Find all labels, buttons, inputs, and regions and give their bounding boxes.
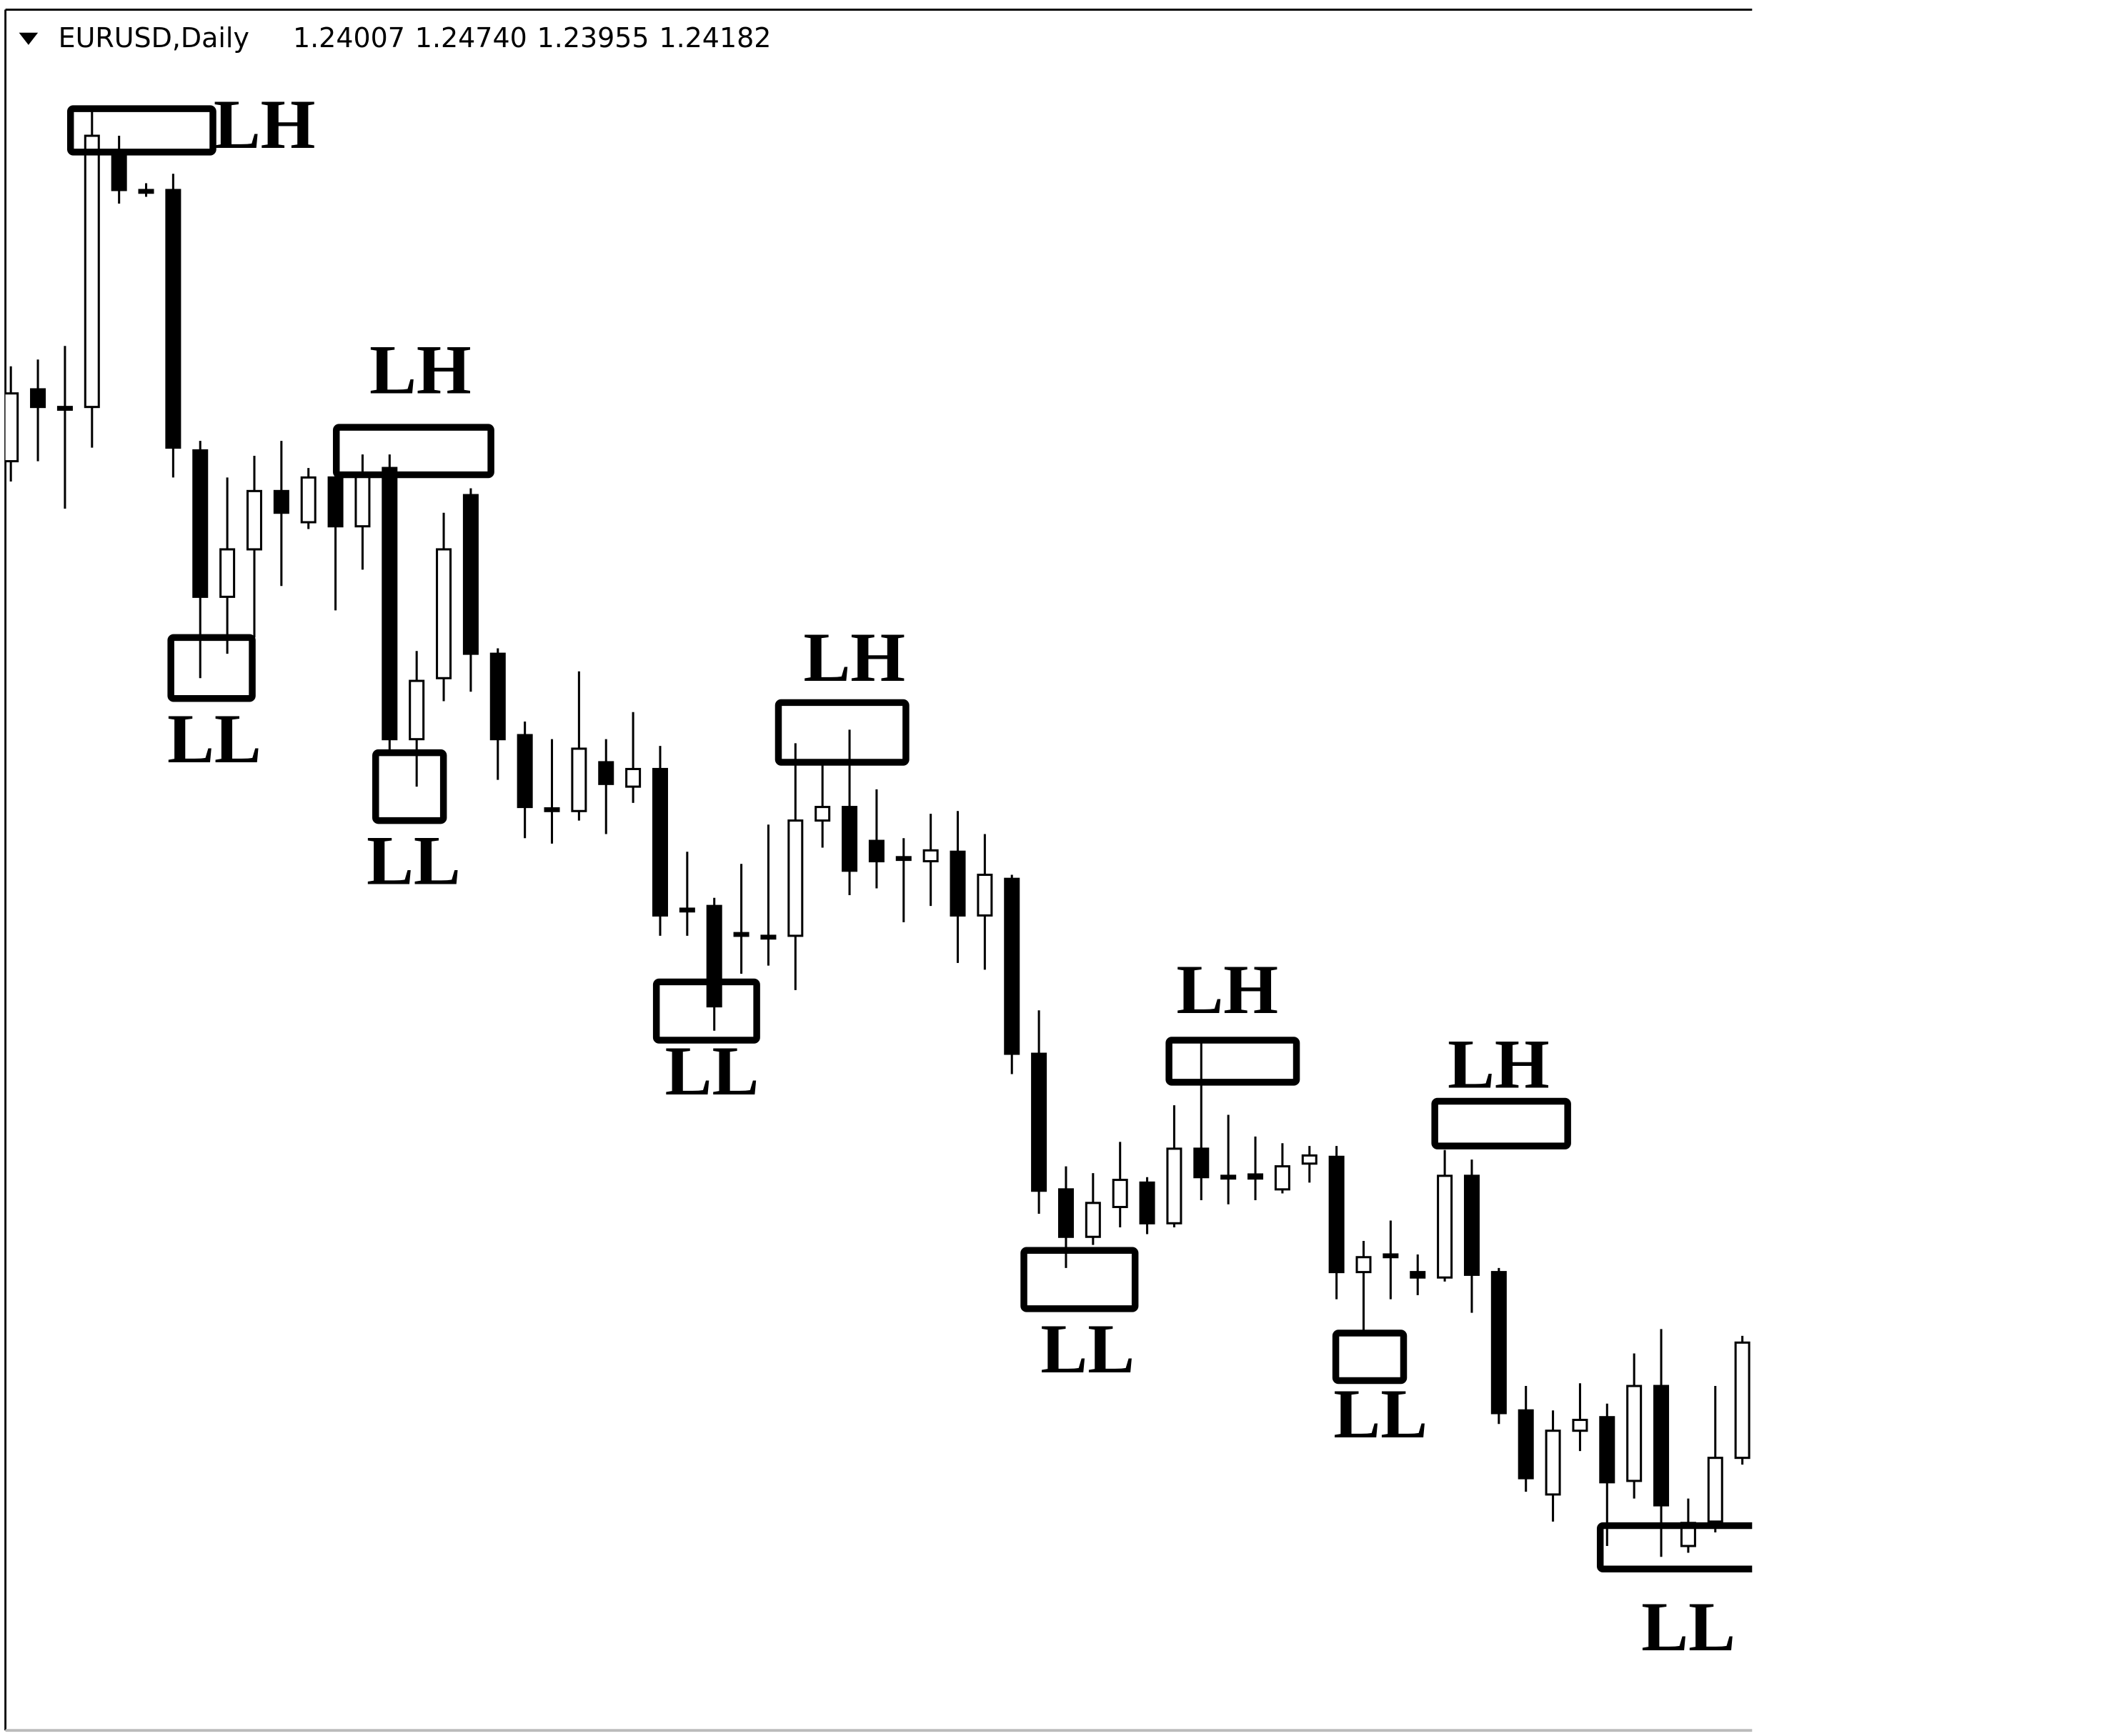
candle-body [1383, 1253, 1399, 1259]
annotation-box [167, 634, 256, 702]
candle-body [733, 932, 749, 937]
candle-body [868, 839, 885, 863]
annotation-label: LH [803, 619, 905, 697]
candle-body [111, 151, 127, 191]
annotation-label: LL [1641, 1588, 1735, 1666]
candle-body [138, 189, 154, 194]
candle-body [246, 489, 262, 551]
quote-values: 1.24007 1.24740 1.23955 1.24182 [293, 22, 771, 54]
candle-body [1220, 1174, 1237, 1180]
candle-body [977, 873, 993, 917]
annotation-box [652, 978, 760, 1044]
annotation-label: LH [1176, 951, 1278, 1029]
candle-body [895, 856, 912, 862]
candle-body [815, 806, 831, 822]
candle-body [1247, 1173, 1264, 1180]
candle-body [56, 406, 73, 411]
candle-body [489, 652, 506, 741]
quote-value: 1.24007 [293, 22, 405, 54]
candle-body [1193, 1147, 1210, 1179]
annotation-box [1332, 1330, 1408, 1385]
quote-value: 1.24740 [415, 22, 527, 54]
candle-body [1653, 1385, 1670, 1507]
plot-area [5, 105, 1753, 1573]
candle-body [1410, 1271, 1426, 1279]
candle-body [327, 476, 344, 528]
annotation-box [1596, 1522, 1753, 1573]
annotation-label: LH [1448, 1025, 1550, 1103]
annotation-box [774, 699, 910, 766]
candle-body [436, 548, 452, 679]
annotation-label: LH [214, 86, 316, 164]
candle-body [5, 392, 19, 463]
candle-body [1626, 1385, 1643, 1482]
candle-body [1274, 1165, 1290, 1191]
candle-body [1518, 1409, 1534, 1480]
annotation-label: LL [1333, 1375, 1428, 1453]
quote-value: 1.23955 [537, 22, 649, 54]
candle-body [1328, 1155, 1345, 1274]
candle-body [1355, 1256, 1372, 1274]
candle-body [625, 767, 642, 788]
candle-body [1572, 1418, 1588, 1432]
annotation-box [1431, 1097, 1571, 1149]
candle-body [1031, 1052, 1047, 1192]
candle-body [409, 679, 425, 741]
candle-body [1004, 877, 1020, 1055]
candle-body [1085, 1202, 1101, 1238]
candle-body [219, 548, 236, 598]
candle-body [1301, 1154, 1318, 1165]
candle-body [1545, 1430, 1561, 1496]
candle-body [1057, 1188, 1074, 1238]
annotation-label: LL [367, 822, 461, 900]
candle-body [787, 819, 804, 937]
candle-body [760, 934, 777, 940]
candle-body [1139, 1181, 1155, 1224]
annotation-box [1165, 1037, 1300, 1086]
annotation-box [372, 749, 447, 824]
candle-body [273, 489, 289, 514]
symbol-title: EURUSD,Daily [59, 22, 249, 54]
candle-body [1112, 1179, 1128, 1209]
candle-body [1166, 1147, 1182, 1224]
candle-body [1490, 1271, 1507, 1415]
candle-body [84, 134, 100, 409]
candle-body [354, 474, 371, 528]
candle-body [922, 849, 939, 863]
candle-body [300, 476, 317, 524]
annotation-label: LL [167, 700, 261, 778]
annotation-label: LL [665, 1032, 759, 1110]
candle-body [517, 734, 533, 809]
annotation-box [1020, 1247, 1139, 1312]
candle-body [679, 907, 695, 913]
candle-body [598, 761, 614, 785]
candle-body [30, 388, 46, 409]
candle-body [1734, 1341, 1750, 1460]
quote-value: 1.24182 [659, 22, 771, 54]
candle-body [571, 747, 587, 812]
candle-body [842, 806, 858, 872]
candle-body [1599, 1416, 1615, 1484]
annotation-label: LL [1040, 1310, 1135, 1388]
annotation-box [66, 105, 216, 156]
annotation-label: LH [369, 331, 472, 409]
candle-body [192, 449, 209, 598]
candle-body [462, 494, 479, 655]
annotation-box [332, 424, 494, 479]
candle-body [1437, 1174, 1453, 1279]
candle-body [165, 189, 181, 449]
candle-body [382, 467, 398, 741]
candle-body [544, 807, 560, 812]
candle-body [652, 767, 668, 917]
dropdown-icon[interactable] [19, 32, 39, 45]
candle-body [950, 850, 966, 917]
candle-body [1707, 1457, 1723, 1523]
candle-body [706, 904, 722, 1008]
candle-body [1463, 1174, 1480, 1276]
